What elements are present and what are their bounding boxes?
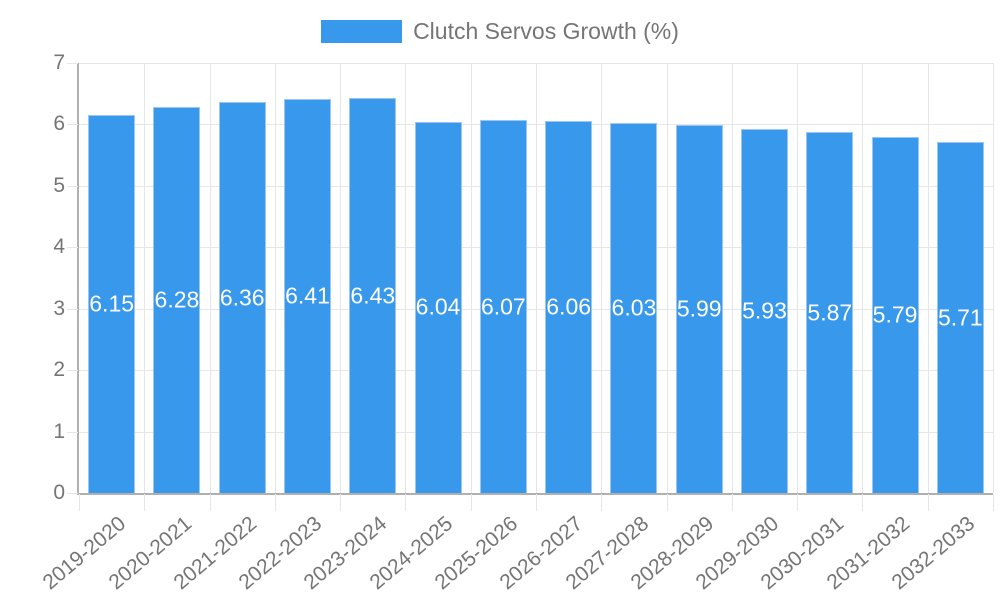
bar[interactable] — [545, 120, 593, 493]
bar[interactable] — [479, 120, 527, 493]
legend-swatch — [321, 19, 403, 43]
gridline-vertical — [862, 63, 864, 493]
bar-value-label: 6.03 — [611, 294, 657, 321]
bar-value-label: 5.71 — [937, 304, 983, 331]
y-axis-tick-label: 6 — [53, 112, 65, 136]
y-axis-tick-label: 7 — [53, 51, 65, 74]
bar[interactable] — [610, 122, 658, 493]
bar[interactable] — [284, 99, 331, 493]
bar-value-label: 6.15 — [89, 290, 135, 317]
y-axis-tick-label: 5 — [53, 173, 65, 197]
bar-value-label: 6.41 — [285, 282, 330, 309]
bar[interactable] — [414, 121, 462, 493]
bar[interactable] — [741, 128, 788, 493]
y-axis-tick-label: 0 — [53, 481, 65, 504]
bar-value-label: 6.06 — [546, 293, 592, 320]
bar[interactable] — [88, 115, 136, 493]
y-axis-tick-label: 2 — [53, 358, 65, 382]
gridline-vertical — [405, 63, 407, 493]
gridline-vertical — [536, 63, 537, 493]
gridline-vertical — [340, 63, 342, 493]
x-tick-mark — [405, 494, 407, 511]
gridline-vertical — [797, 63, 799, 493]
legend-label: Clutch Servos Growth (%) — [413, 17, 679, 44]
gridline-vertical — [209, 63, 211, 493]
x-tick-mark — [862, 494, 864, 511]
plot-area: 0 1 2 3 4 5 6 7 6.15 2019-2020 6.28 2020-2021 6.36 20… — [39, 51, 994, 594]
x-tick-mark — [927, 494, 929, 511]
y-tick-mark — [67, 431, 78, 433]
x-tick-mark — [536, 494, 537, 511]
x-tick-mark — [274, 494, 276, 511]
bar[interactable] — [153, 107, 201, 493]
y-tick-mark — [67, 370, 78, 372]
y-tick-mark — [67, 185, 78, 187]
gridline-vertical — [601, 63, 603, 493]
x-tick-mark — [340, 494, 342, 511]
bar-value-label: 6.07 — [480, 293, 526, 320]
bar-value-label: 5.99 — [676, 295, 722, 322]
x-tick-mark — [993, 494, 994, 511]
bar[interactable] — [871, 137, 919, 493]
bar-value-label: 5.93 — [742, 297, 787, 324]
bar-value-label: 6.28 — [154, 286, 200, 313]
bar-value-label: 5.87 — [807, 299, 853, 326]
y-tick-mark — [67, 247, 78, 249]
y-tick-mark — [67, 308, 78, 310]
gridline-vertical — [731, 63, 733, 493]
bar-value-label: 5.79 — [872, 301, 918, 328]
gridline-vertical — [927, 63, 929, 493]
gridline-vertical — [144, 63, 146, 493]
x-tick-mark — [144, 494, 146, 511]
gridline-vertical — [666, 63, 668, 493]
y-tick-mark — [67, 124, 78, 126]
gridline-vertical — [274, 63, 276, 493]
bar-value-label: 6.36 — [219, 284, 265, 311]
x-tick-mark — [209, 494, 211, 511]
y-tick-mark — [67, 63, 78, 64]
x-tick-mark — [470, 494, 472, 511]
y-axis-tick-label: 1 — [53, 419, 65, 443]
bar[interactable] — [218, 102, 266, 493]
y-axis-tick-label: 4 — [53, 235, 65, 259]
bar-value-label: 6.04 — [415, 293, 461, 320]
y-tick-mark — [67, 493, 78, 494]
bar-value-label: 6.43 — [350, 282, 396, 308]
bar[interactable] — [806, 132, 854, 493]
gridline-vertical — [470, 63, 472, 493]
x-tick-mark — [731, 494, 733, 511]
y-axis-tick-label: 3 — [53, 296, 65, 320]
gridline-vertical — [993, 63, 994, 493]
x-tick-mark — [79, 494, 80, 511]
x-tick-mark — [666, 494, 668, 511]
bar[interactable] — [936, 142, 984, 493]
bar[interactable] — [349, 98, 397, 493]
bar[interactable] — [675, 125, 723, 493]
x-tick-mark — [601, 494, 603, 511]
x-tick-mark — [797, 494, 799, 511]
legend[interactable]: Clutch Servos Growth (%) — [0, 16, 1000, 46]
